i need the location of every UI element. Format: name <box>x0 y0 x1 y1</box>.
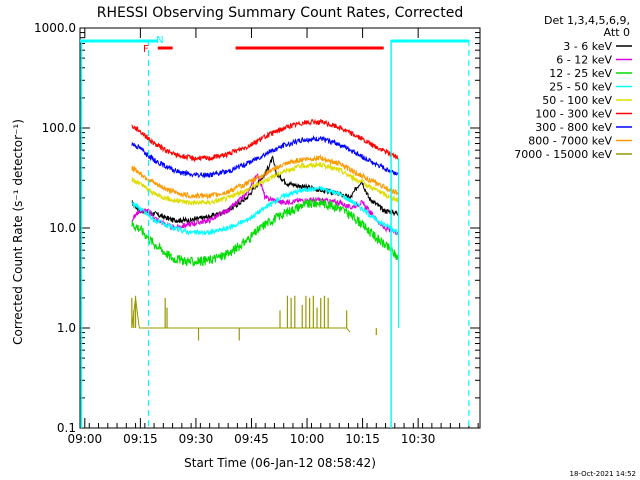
footer-date: 18-Oct-2021 14:52 <box>570 470 636 478</box>
y-tick-label: 100.0 <box>42 121 76 135</box>
legend-label: 300 - 800 keV <box>535 121 612 134</box>
series-layer <box>131 118 399 341</box>
y-tick-label: 1000.0 <box>34 21 76 35</box>
y-tick-label: 0.1 <box>57 421 76 435</box>
legend-label: 25 - 50 keV <box>549 81 612 94</box>
x-tick-label: 10:30 <box>401 432 436 446</box>
legend-label: 100 - 300 keV <box>535 108 612 121</box>
legend-header: Det 1,3,4,5,6,9, <box>544 14 630 27</box>
y-tick-label: 1.0 <box>57 321 76 335</box>
series-line <box>131 161 399 206</box>
x-tick-label: 09:45 <box>234 432 269 446</box>
x-tick-label: 09:15 <box>123 432 158 446</box>
flare-flag-label: F <box>143 44 149 55</box>
night-flag-label: N <box>156 35 163 46</box>
series-line <box>131 198 399 268</box>
flag-layer: NF <box>80 35 470 428</box>
axes: 0.1 1.0 10.0 100.0 1000.0 09:00 09:15 09:30 09:4… <box>34 21 481 446</box>
legend-header-attenuator: Att 0 <box>604 26 630 39</box>
legend-label: 12 - 25 keV <box>549 67 612 80</box>
y-axis-label: Corrected Count Rate (s⁻¹ detector⁻¹) <box>11 119 25 345</box>
series-line <box>131 135 399 179</box>
legend-label: 3 - 6 keV <box>563 40 612 53</box>
x-axis-label: Start Time (06-Jan-12 08:58:42) <box>184 456 376 470</box>
x-tick-label: 10:00 <box>290 432 325 446</box>
x-tick-label: 09:00 <box>68 432 103 446</box>
legend-label: 7000 - 15000 keV <box>514 148 612 161</box>
series-line <box>131 153 399 200</box>
series-line <box>131 118 399 163</box>
x-tick-label: 10:15 <box>345 432 380 446</box>
series-line <box>131 185 399 236</box>
legend-label: 800 - 7000 keV <box>528 135 612 148</box>
x-tick-label: 09:30 <box>179 432 214 446</box>
legend-label: 50 - 100 keV <box>542 94 612 107</box>
y-tick-label: 10.0 <box>49 221 76 235</box>
legend-label: 6 - 12 keV <box>556 54 612 67</box>
chart-title: RHESSI Observing Summary Count Rates, Co… <box>97 5 463 21</box>
